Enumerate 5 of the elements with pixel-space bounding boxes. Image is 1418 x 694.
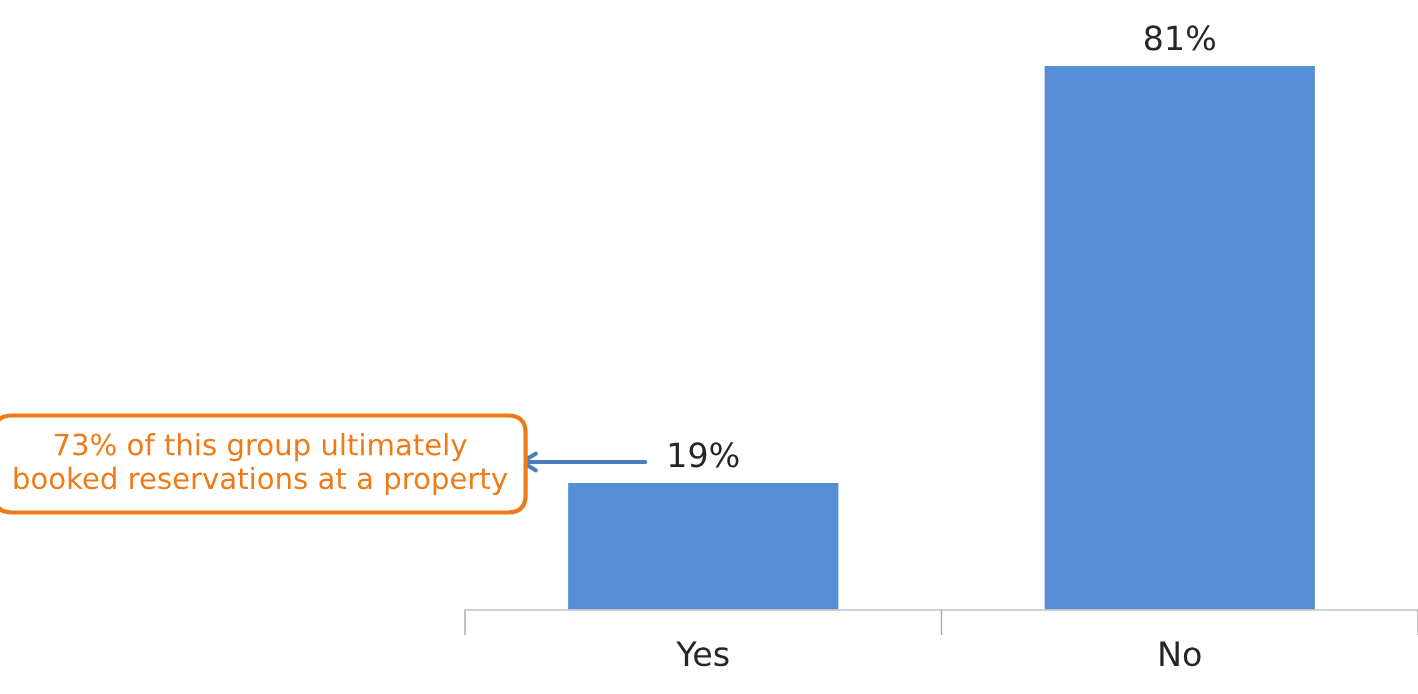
x-tick-label: Yes xyxy=(676,641,729,667)
x-tick-label: No xyxy=(1160,641,1201,667)
data-label: 81% xyxy=(1144,25,1215,51)
data-label: 19% xyxy=(669,442,739,468)
annotation: 73% of this group ultimately booked reservations at a property xyxy=(14,433,508,495)
